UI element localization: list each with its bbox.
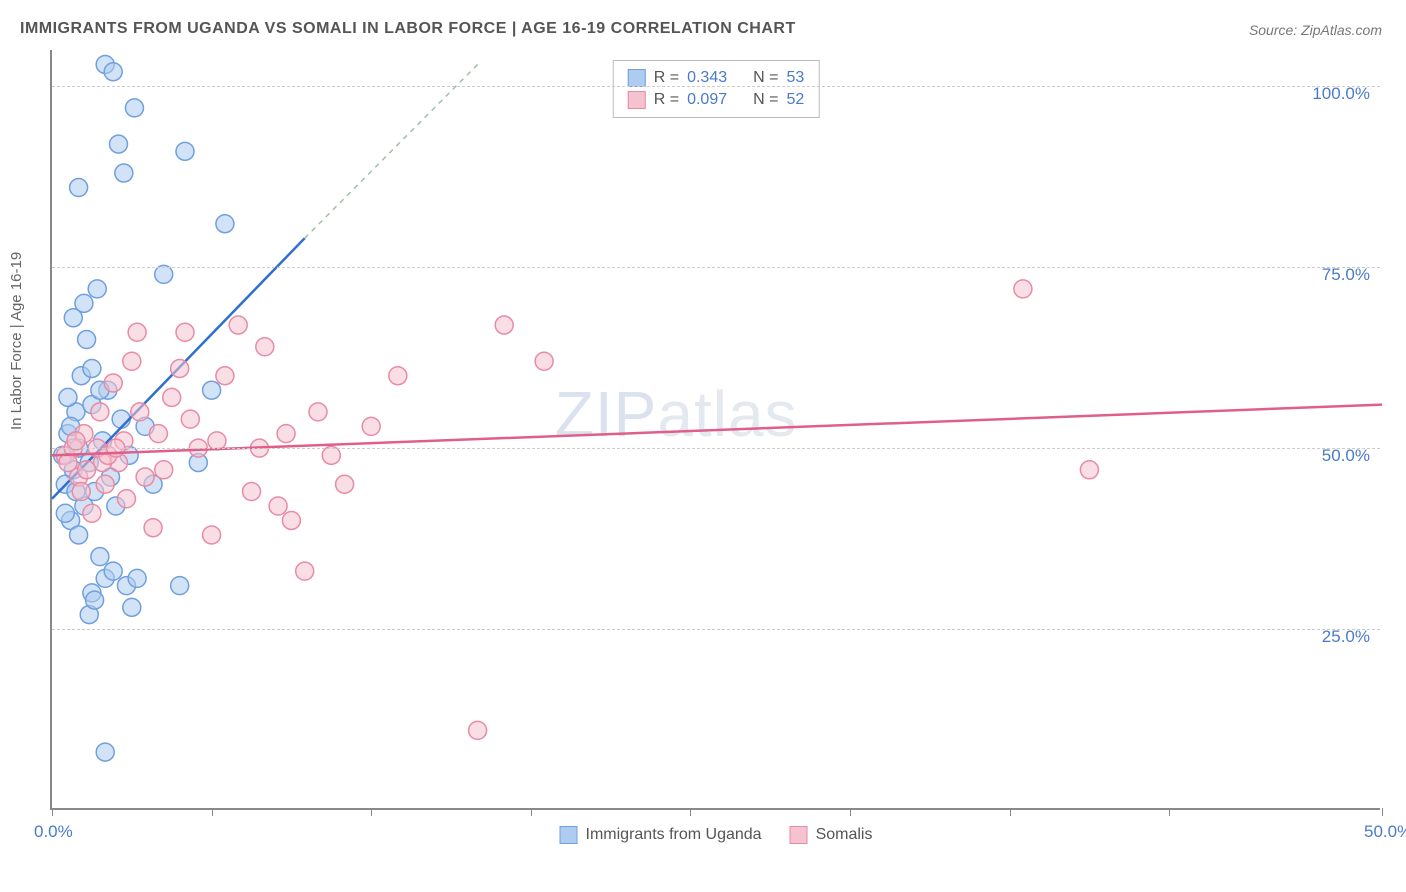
scatter-point	[56, 504, 74, 522]
ytick-label: 25.0%	[1322, 627, 1370, 647]
xtick-label: 50.0%	[1364, 822, 1406, 842]
chart-plot-area: ZIPatlas R = 0.343 N = 53 R = 0.097 N = …	[50, 50, 1380, 810]
scatter-point	[149, 425, 167, 443]
scatter-point	[70, 179, 88, 197]
scatter-point	[83, 504, 101, 522]
scatter-point	[96, 743, 114, 761]
scatter-point	[171, 359, 189, 377]
scatter-point	[362, 417, 380, 435]
scatter-point	[163, 388, 181, 406]
scatter-point	[78, 461, 96, 479]
scatter-point	[117, 490, 135, 508]
scatter-point	[128, 323, 146, 341]
scatter-point	[104, 374, 122, 392]
legend-label-somali: Somalis	[816, 826, 873, 844]
xtick	[850, 808, 851, 816]
xtick	[690, 808, 691, 816]
regression-line-extension	[305, 64, 478, 238]
scatter-point	[70, 526, 88, 544]
scatter-point	[336, 475, 354, 493]
scatter-point	[104, 562, 122, 580]
scatter-point	[75, 294, 93, 312]
scatter-point	[131, 403, 149, 421]
scatter-point	[389, 367, 407, 385]
scatter-point	[88, 280, 106, 298]
scatter-point	[171, 577, 189, 595]
scatter-point	[1014, 280, 1032, 298]
scatter-point	[176, 142, 194, 160]
scatter-point	[78, 331, 96, 349]
xtick	[1169, 808, 1170, 816]
scatter-point	[123, 598, 141, 616]
scatter-point	[229, 316, 247, 334]
scatter-point	[104, 63, 122, 81]
scatter-point	[59, 454, 77, 472]
legend-label-uganda: Immigrants from Uganda	[586, 826, 762, 844]
scatter-point	[269, 497, 287, 515]
source-label: Source: ZipAtlas.com	[1249, 22, 1382, 38]
scatter-point	[203, 381, 221, 399]
scatter-point	[243, 483, 261, 501]
scatter-point	[125, 99, 143, 117]
xtick	[1010, 808, 1011, 816]
scatter-point	[535, 352, 553, 370]
xtick	[371, 808, 372, 816]
scatter-point	[115, 164, 133, 182]
scatter-point	[123, 352, 141, 370]
swatch-somali	[790, 826, 808, 844]
scatter-point	[216, 367, 234, 385]
swatch-uganda	[560, 826, 578, 844]
scatter-point	[176, 323, 194, 341]
scatter-point	[110, 135, 128, 153]
chart-title: IMMIGRANTS FROM UGANDA VS SOMALI IN LABO…	[20, 20, 796, 38]
y-axis-label: In Labor Force | Age 16-19	[8, 252, 25, 430]
scatter-point	[277, 425, 295, 443]
xtick	[1382, 808, 1383, 816]
scatter-point	[282, 511, 300, 529]
scatter-point	[96, 475, 114, 493]
gridline-h	[52, 86, 1380, 87]
scatter-point	[72, 483, 90, 501]
legend-item-uganda: Immigrants from Uganda	[560, 826, 762, 844]
scatter-point	[136, 468, 154, 486]
scatter-point	[91, 403, 109, 421]
scatter-point	[83, 359, 101, 377]
xtick	[52, 808, 53, 816]
scatter-point	[256, 338, 274, 356]
series-legend: Immigrants from Uganda Somalis	[560, 826, 873, 844]
legend-item-somali: Somalis	[790, 826, 873, 844]
scatter-point	[155, 461, 173, 479]
scatter-point	[469, 721, 487, 739]
ytick-label: 50.0%	[1322, 446, 1370, 466]
scatter-point	[309, 403, 327, 421]
ytick-label: 100.0%	[1312, 84, 1370, 104]
scatter-point	[91, 548, 109, 566]
scatter-point	[1080, 461, 1098, 479]
scatter-point	[216, 215, 234, 233]
scatter-point	[181, 410, 199, 428]
scatter-point	[495, 316, 513, 334]
scatter-svg	[52, 50, 1380, 808]
ytick-label: 75.0%	[1322, 265, 1370, 285]
scatter-point	[59, 388, 77, 406]
xtick-label: 0.0%	[34, 822, 73, 842]
xtick	[531, 808, 532, 816]
scatter-point	[203, 526, 221, 544]
scatter-point	[144, 519, 162, 537]
gridline-h	[52, 267, 1380, 268]
scatter-point	[296, 562, 314, 580]
xtick	[212, 808, 213, 816]
scatter-point	[112, 410, 130, 428]
scatter-point	[86, 591, 104, 609]
gridline-h	[52, 448, 1380, 449]
gridline-h	[52, 629, 1380, 630]
scatter-point	[128, 569, 146, 587]
